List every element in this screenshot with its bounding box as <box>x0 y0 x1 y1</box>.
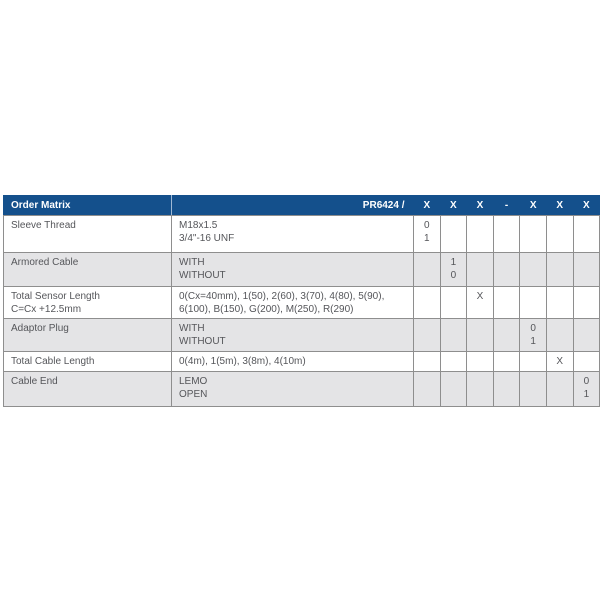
code-cell <box>466 252 494 287</box>
code-cell <box>413 351 441 372</box>
table-row-sleeve-thread: Sleeve Thread M18x1.5 3/4"-16 UNF 0 1 <box>3 215 600 253</box>
code-cell <box>545 215 574 253</box>
code-cell <box>492 318 521 352</box>
code-cell <box>439 215 468 253</box>
code-cell: 1 0 <box>439 252 468 287</box>
code-cell <box>572 286 600 319</box>
code-cell <box>572 351 600 372</box>
row-options: WITH WITHOUT <box>171 318 414 352</box>
code-cell <box>572 215 600 253</box>
row-label: Total Cable Length <box>3 351 172 372</box>
code-cell <box>413 286 441 319</box>
order-matrix-table: Order Matrix PR6424 / X X X - X X X Slee… <box>3 195 600 407</box>
table-row-adaptor-plug: Adaptor Plug WITH WITHOUT 0 1 <box>3 318 600 352</box>
code-cell: X <box>545 351 574 372</box>
code-cell <box>545 286 574 319</box>
row-label: Armored Cable <box>3 252 172 287</box>
code-cell <box>492 286 521 319</box>
order-matrix-title: Order Matrix <box>3 195 172 216</box>
row-options: WITH WITHOUT <box>171 252 414 287</box>
code-cell <box>545 318 574 352</box>
row-label: Total Sensor Length C=Cx +12.5mm <box>3 286 172 319</box>
code-header-separator: - <box>493 195 520 216</box>
code-cell <box>572 318 600 352</box>
code-cell: 0 1 <box>519 318 547 352</box>
product-code-label: PR6424 / <box>171 195 414 216</box>
code-header-4: X <box>519 195 547 216</box>
code-cell <box>492 371 521 407</box>
code-cell <box>492 252 521 287</box>
code-cell <box>439 318 468 352</box>
code-cell: X <box>466 286 494 319</box>
code-header-2: X <box>440 195 467 216</box>
code-cell <box>545 252 574 287</box>
code-cell: 0 1 <box>413 215 441 253</box>
code-cell <box>492 351 521 372</box>
row-label: Sleeve Thread <box>3 215 172 253</box>
code-cell <box>519 215 547 253</box>
code-cell <box>466 215 494 253</box>
code-header-5: X <box>546 195 574 216</box>
row-options: 0(4m), 1(5m), 3(8m), 4(10m) <box>171 351 414 372</box>
code-header-3: X <box>466 195 494 216</box>
code-cell <box>545 371 574 407</box>
code-header-1: X <box>413 195 441 216</box>
code-cell <box>439 286 468 319</box>
code-cell <box>519 371 547 407</box>
row-options: 0(Cx=40mm), 1(50), 2(60), 3(70), 4(80), … <box>171 286 414 319</box>
row-label: Cable End <box>3 371 172 407</box>
row-options: M18x1.5 3/4"-16 UNF <box>171 215 414 253</box>
code-cell <box>439 371 468 407</box>
code-cell <box>466 318 494 352</box>
table-row-total-cable-length: Total Cable Length 0(4m), 1(5m), 3(8m), … <box>3 351 600 372</box>
table-row-armored-cable: Armored Cable WITH WITHOUT 1 0 <box>3 252 600 287</box>
code-cell <box>519 252 547 287</box>
order-matrix-header-row: Order Matrix PR6424 / X X X - X X X <box>3 195 600 216</box>
code-cell <box>439 351 468 372</box>
row-options: LEMO OPEN <box>171 371 414 407</box>
code-cell <box>519 286 547 319</box>
code-cell <box>413 371 441 407</box>
code-cell <box>466 351 494 372</box>
table-row-total-sensor-length: Total Sensor Length C=Cx +12.5mm 0(Cx=40… <box>3 286 600 319</box>
code-cell <box>519 351 547 372</box>
code-header-6: X <box>573 195 600 216</box>
code-cell <box>572 252 600 287</box>
row-label: Adaptor Plug <box>3 318 172 352</box>
code-cell <box>413 318 441 352</box>
code-cell <box>413 252 441 287</box>
table-row-cable-end: Cable End LEMO OPEN 0 1 <box>3 371 600 407</box>
code-cell: 0 1 <box>572 371 600 407</box>
code-cell <box>492 215 521 253</box>
code-cell <box>466 371 494 407</box>
